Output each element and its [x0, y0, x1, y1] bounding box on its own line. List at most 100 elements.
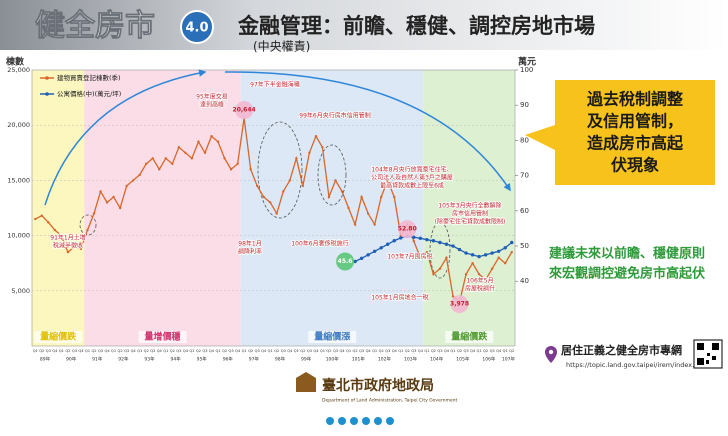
series-point	[60, 234, 63, 237]
x-tick-label: Q2	[274, 349, 279, 353]
x-year-label: 90年	[66, 356, 77, 363]
x-tick-label: Q4	[313, 349, 319, 353]
x-tick-label: Q1	[215, 349, 220, 353]
x-tick-label: Q2	[379, 349, 384, 353]
x-tick-label: Q3	[281, 349, 286, 353]
annotation: 97年下半金融海嘯	[250, 81, 300, 89]
period-band	[240, 70, 424, 346]
annotation: 公司法人及自然人第3戶之購屋	[371, 174, 453, 182]
period-band	[423, 70, 515, 346]
series-point	[504, 262, 507, 265]
x-tick-label: Q3	[463, 349, 468, 353]
trend-arrow	[224, 71, 511, 192]
x-tick-label: Q1	[294, 349, 299, 353]
series-point	[347, 206, 350, 210]
org-en: Department of Land Administration, Taipe…	[322, 398, 457, 404]
series-point	[490, 267, 494, 270]
series-point	[484, 278, 487, 281]
series-point	[99, 190, 102, 193]
trend-arrow	[44, 69, 207, 206]
x-tick-label: Q2	[222, 349, 227, 353]
period-label: 量縮價漲	[314, 331, 351, 343]
pager	[326, 417, 394, 425]
x-year-label: 104年	[430, 356, 444, 363]
series-point	[464, 251, 468, 255]
x-tick-label: Q1	[242, 349, 247, 353]
y-tick-label: 15,000	[7, 176, 30, 184]
period-label-bg	[308, 331, 357, 343]
x-tick-label: Q3	[490, 349, 495, 353]
x-tick-label: Q4	[183, 349, 189, 353]
legend-marker	[45, 92, 49, 96]
period-band	[84, 70, 241, 346]
x-tick-label: Q4	[470, 349, 476, 353]
x-tick-label: Q1	[477, 349, 482, 353]
callout-text: 過去稅制調整	[586, 90, 683, 109]
legend-label: 建物買賣登記棟數(季)	[57, 73, 121, 82]
x-tick-label: Q1	[137, 349, 142, 353]
x-tick-label: Q2	[65, 349, 70, 353]
y2-tick-label: 40	[520, 277, 529, 285]
x-tick-label: Q2	[353, 349, 358, 353]
series-point	[445, 256, 448, 259]
x-tick-label: Q1	[398, 349, 403, 353]
x-tick-label: Q1	[111, 349, 116, 353]
x-tick-label: Q2	[39, 349, 44, 353]
x-tick-label: Q2	[248, 349, 253, 353]
annotation: 100年6月奢侈稅施行	[291, 240, 348, 248]
x-tick-label: Q3	[202, 349, 207, 353]
y-tick-label: 5,000	[11, 287, 30, 295]
series-point	[145, 162, 148, 166]
x-tick-label: Q4	[496, 349, 502, 353]
y2-tick-label: 100	[520, 66, 533, 74]
series-point	[86, 228, 89, 232]
x-tick-label: Q2	[144, 349, 149, 353]
y-tick-label: 10,000	[7, 232, 30, 240]
x-tick-label: Q1	[424, 349, 429, 353]
series-point	[457, 247, 462, 252]
x-tick-label: Q4	[418, 349, 424, 353]
series-point	[353, 259, 357, 264]
header-bg	[0, 0, 728, 50]
x-tick-label: Q3	[255, 349, 260, 353]
annotation: (除豪宅住宅貸款成數限制)	[435, 218, 506, 226]
x-year-label: 92年	[118, 356, 129, 363]
value-label-bg	[398, 220, 417, 239]
x-year-label: 89年	[40, 356, 51, 363]
annotation: 95年度交易	[196, 93, 228, 101]
period-band	[32, 70, 85, 346]
period-label-bg	[138, 331, 187, 343]
series-point	[112, 195, 115, 199]
pager-dot[interactable]	[326, 417, 334, 425]
value-label-bg	[235, 101, 254, 120]
pager-dot[interactable]	[362, 417, 370, 425]
series-point	[477, 254, 481, 259]
series-point	[510, 240, 514, 245]
series-point	[432, 273, 435, 276]
x-year-label: 91年	[92, 356, 103, 363]
value-label: 45.6	[338, 258, 353, 265]
x-tick-label: Q2	[431, 349, 436, 353]
x-tick-label: Q1	[268, 349, 273, 353]
suggestion-text: 來宏觀調控避免房市高起伏	[549, 266, 705, 282]
x-tick-label: Q2	[300, 349, 305, 353]
x-year-label: 100年	[326, 356, 340, 363]
pager-dot[interactable]	[338, 417, 346, 425]
pager-dot[interactable]	[374, 417, 382, 425]
pager-dot[interactable]	[350, 417, 358, 425]
pager-dot[interactable]	[386, 417, 394, 425]
series-point	[477, 273, 481, 276]
x-year-label: 107年	[502, 356, 516, 363]
series-point	[79, 247, 83, 251]
x-tick-label: Q2	[91, 349, 96, 353]
url: https://topic.land.gov.taipei/irem/index…	[566, 361, 709, 369]
x-tick-label: Q4	[235, 349, 241, 353]
series-point	[366, 253, 370, 257]
x-tick-label: Q2	[405, 349, 410, 353]
annotation: 最高貸款成數上限至6成	[380, 182, 444, 190]
annotation: 99年6月央行房市信用管制	[299, 112, 370, 120]
legend-marker	[45, 76, 49, 80]
x-tick-label: Q4	[444, 349, 450, 353]
pin-dot	[548, 349, 554, 355]
series-point	[53, 228, 57, 232]
